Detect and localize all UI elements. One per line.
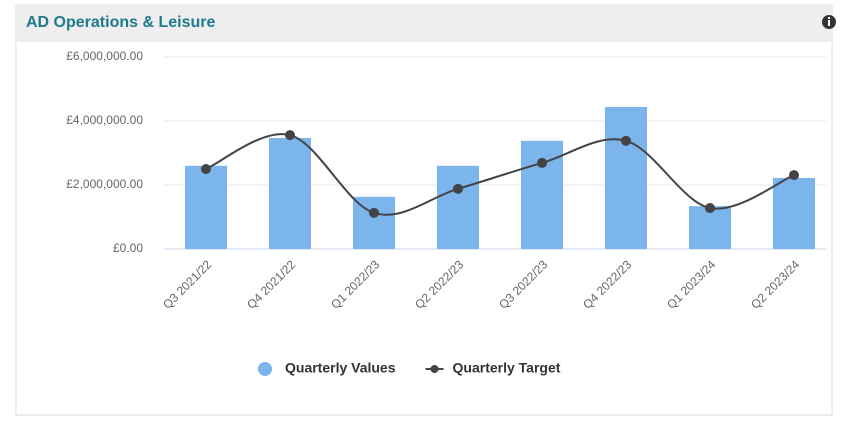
y-tick-label: £6,000,000.00: [66, 49, 143, 63]
y-tick-label: £0.00: [113, 241, 143, 255]
target-marker: [789, 170, 799, 181]
bar: [437, 165, 479, 249]
bar: [773, 177, 815, 249]
target-marker: [537, 157, 547, 168]
legend-marker: [430, 365, 439, 373]
target-marker: [369, 207, 379, 218]
info-icon[interactable]: [822, 15, 836, 29]
info-dot[interactable]: [828, 17, 830, 19]
target-marker: [705, 203, 715, 214]
legend-label: Quarterly Values: [285, 360, 396, 376]
target-marker: [285, 130, 295, 141]
bar: [269, 137, 311, 249]
panel-title: AD Operations & Leisure: [26, 14, 215, 31]
y-tick-label: £4,000,000.00: [66, 113, 143, 127]
panel-header: [16, 5, 832, 42]
target-line: [205, 133, 795, 216]
target-marker: [621, 135, 631, 146]
legend-label: Quarterly Target: [453, 360, 561, 376]
bar: [185, 165, 227, 249]
bar: [605, 106, 647, 249]
y-tick-label: £2,000,000.00: [66, 177, 143, 191]
legend-marker: [258, 362, 272, 376]
target-marker: [201, 164, 211, 174]
bar: [689, 206, 731, 249]
target-marker: [453, 183, 463, 194]
info-stem[interactable]: [828, 20, 830, 26]
